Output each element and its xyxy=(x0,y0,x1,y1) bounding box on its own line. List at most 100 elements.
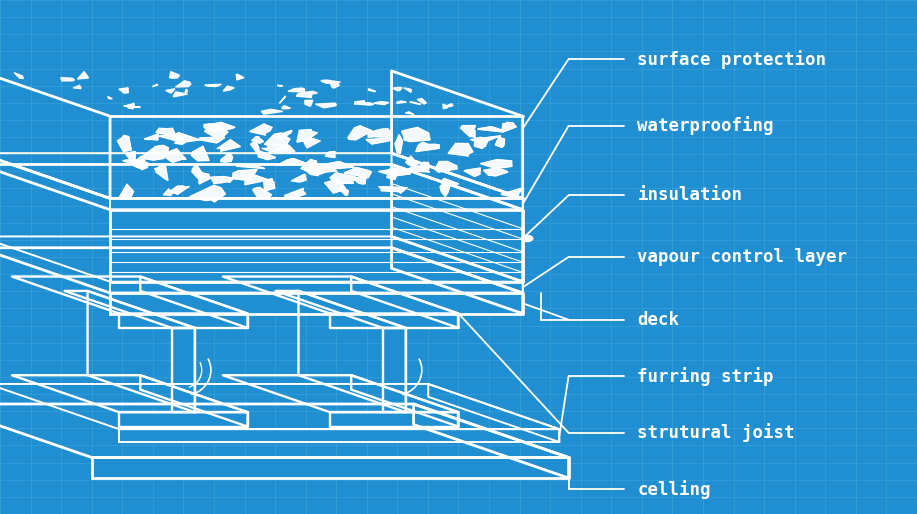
Polygon shape xyxy=(119,88,128,93)
Polygon shape xyxy=(435,161,457,172)
Polygon shape xyxy=(410,102,421,104)
Polygon shape xyxy=(405,112,414,115)
Polygon shape xyxy=(387,168,399,179)
Polygon shape xyxy=(171,133,200,144)
Polygon shape xyxy=(110,293,523,314)
Polygon shape xyxy=(315,103,337,108)
Polygon shape xyxy=(348,126,372,140)
Polygon shape xyxy=(301,159,318,172)
Polygon shape xyxy=(190,185,226,202)
Polygon shape xyxy=(366,138,390,144)
Polygon shape xyxy=(14,72,23,79)
Text: celling: celling xyxy=(637,480,711,499)
Polygon shape xyxy=(304,139,320,148)
Polygon shape xyxy=(191,146,209,161)
Polygon shape xyxy=(402,127,430,141)
Polygon shape xyxy=(478,126,503,132)
Polygon shape xyxy=(261,109,282,114)
Polygon shape xyxy=(354,101,365,103)
Polygon shape xyxy=(421,162,429,169)
Polygon shape xyxy=(110,198,523,210)
Polygon shape xyxy=(124,106,140,107)
Polygon shape xyxy=(460,125,476,137)
Polygon shape xyxy=(175,81,191,87)
Polygon shape xyxy=(127,103,135,109)
Polygon shape xyxy=(154,145,169,154)
Text: insulation: insulation xyxy=(637,186,743,205)
Polygon shape xyxy=(92,457,569,478)
Polygon shape xyxy=(237,163,265,169)
Polygon shape xyxy=(185,89,187,93)
Polygon shape xyxy=(258,151,276,159)
Text: surface protection: surface protection xyxy=(637,50,826,68)
Polygon shape xyxy=(325,180,345,193)
Polygon shape xyxy=(171,328,194,412)
Polygon shape xyxy=(321,161,354,170)
Polygon shape xyxy=(204,122,235,132)
Polygon shape xyxy=(501,188,524,198)
Polygon shape xyxy=(192,164,204,179)
Polygon shape xyxy=(211,176,234,183)
Polygon shape xyxy=(133,156,148,170)
Polygon shape xyxy=(481,160,512,169)
Polygon shape xyxy=(369,89,375,92)
Polygon shape xyxy=(448,143,473,156)
Polygon shape xyxy=(140,148,164,160)
Polygon shape xyxy=(152,84,158,87)
Polygon shape xyxy=(155,165,168,180)
Polygon shape xyxy=(403,88,411,93)
Polygon shape xyxy=(199,172,211,184)
Polygon shape xyxy=(282,106,291,109)
Polygon shape xyxy=(464,168,481,176)
Polygon shape xyxy=(221,154,233,162)
Polygon shape xyxy=(280,96,286,103)
Polygon shape xyxy=(502,122,516,132)
Text: strutural joist: strutural joist xyxy=(637,424,795,442)
Polygon shape xyxy=(237,74,244,80)
Polygon shape xyxy=(204,84,221,86)
Polygon shape xyxy=(166,89,175,93)
Polygon shape xyxy=(392,87,403,91)
Polygon shape xyxy=(107,97,113,99)
Polygon shape xyxy=(292,174,306,182)
Polygon shape xyxy=(73,85,81,88)
Text: waterproofing: waterproofing xyxy=(637,117,774,135)
Polygon shape xyxy=(61,78,74,81)
Polygon shape xyxy=(223,86,234,91)
Polygon shape xyxy=(144,135,158,140)
Polygon shape xyxy=(369,128,392,138)
Polygon shape xyxy=(119,429,559,442)
Polygon shape xyxy=(495,137,504,148)
Polygon shape xyxy=(312,163,337,174)
Polygon shape xyxy=(306,91,317,94)
Polygon shape xyxy=(325,151,335,158)
Text: furring strip: furring strip xyxy=(637,367,774,386)
Polygon shape xyxy=(126,152,136,164)
Text: vapour control layer: vapour control layer xyxy=(637,248,847,266)
Polygon shape xyxy=(379,187,407,193)
Polygon shape xyxy=(441,178,458,186)
Polygon shape xyxy=(170,71,180,78)
Polygon shape xyxy=(233,170,257,180)
Polygon shape xyxy=(483,168,508,176)
Polygon shape xyxy=(123,160,149,168)
Polygon shape xyxy=(253,187,271,198)
Polygon shape xyxy=(200,137,225,143)
Polygon shape xyxy=(245,175,269,185)
Polygon shape xyxy=(264,179,275,191)
Polygon shape xyxy=(156,128,176,136)
Polygon shape xyxy=(321,80,340,83)
Polygon shape xyxy=(440,183,449,197)
Polygon shape xyxy=(159,135,185,141)
Polygon shape xyxy=(119,184,134,199)
Polygon shape xyxy=(251,137,263,143)
Polygon shape xyxy=(162,149,186,162)
Polygon shape xyxy=(306,164,326,176)
Polygon shape xyxy=(397,101,406,103)
Polygon shape xyxy=(119,412,248,427)
Polygon shape xyxy=(304,100,313,106)
Polygon shape xyxy=(354,102,374,105)
Polygon shape xyxy=(78,71,89,79)
Polygon shape xyxy=(379,169,411,176)
Polygon shape xyxy=(373,102,389,105)
